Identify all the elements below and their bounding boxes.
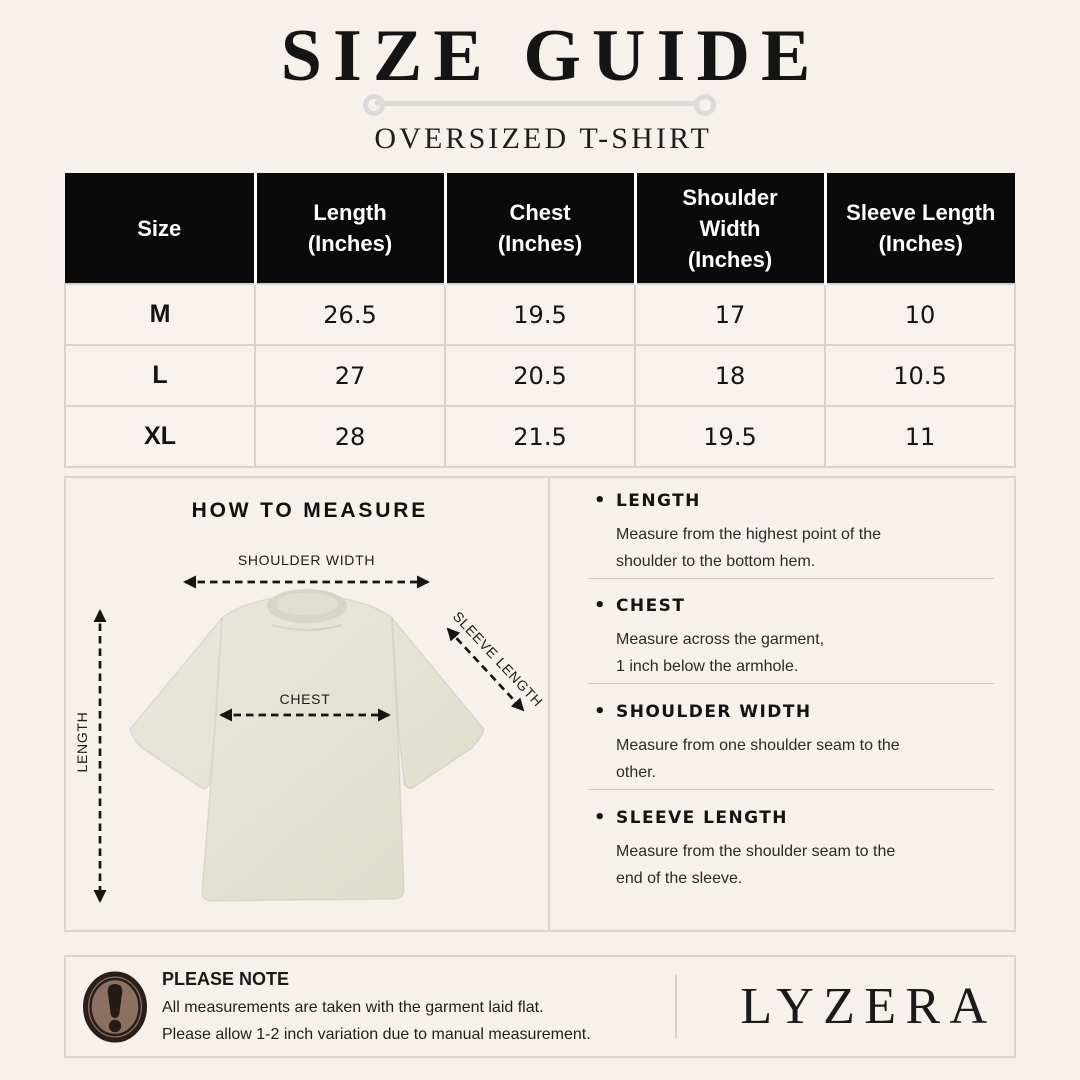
measure-diagram-panel: HOW TO MEASURE	[66, 478, 548, 930]
instruction-heading: SLEEVE LENGTH	[594, 807, 994, 828]
instruction-text: end of the sleeve.	[616, 870, 743, 887]
table-row-l: L 27 20.5 18 10.5	[64, 344, 1016, 407]
instruction-text: shoulder to the bottom hem.	[616, 553, 816, 570]
shoulder-width-label: SHOULDER WIDTH	[237, 552, 376, 568]
cell-sleeve-length: 10.5	[824, 344, 1016, 407]
cell-size: L	[64, 344, 256, 407]
cell-chest: 19.5	[444, 283, 636, 346]
sleeve-length-arrow	[446, 627, 525, 712]
collar-inner	[276, 592, 338, 616]
page-title: SIZE GUIDE	[280, 15, 822, 97]
exclamation-icon	[83, 971, 147, 1043]
note-heading: PLEASE NOTE	[162, 969, 290, 989]
instruction-shoulder-width: SHOULDER WIDTH Measure from one shoulder…	[588, 684, 994, 790]
chest-label: CHEST	[279, 691, 331, 707]
size-table: Size Length (Inches) Chest (Inches) Should…	[64, 173, 1016, 468]
column-header-chest: Chest (Inches)	[443, 173, 635, 284]
measure-box: HOW TO MEASURE	[64, 476, 1016, 932]
cell-size: XL	[64, 405, 256, 468]
cell-sleeve-length: 11	[824, 405, 1016, 468]
note-vertical-divider	[675, 974, 677, 1038]
cell-chest: 21.5	[444, 405, 636, 468]
instruction-text: Measure across the garment,	[616, 631, 825, 648]
cell-shoulder-width: 17	[634, 283, 826, 346]
instruction-text: 1 inch below the armhole.	[616, 658, 799, 675]
instruction-chest: CHEST Measure across the garment, 1 inch…	[588, 579, 994, 684]
cell-shoulder-width: 19.5	[634, 405, 826, 468]
length-label: LENGTH	[74, 711, 90, 773]
page-subtitle: OVERSIZED T-SHIRT	[374, 122, 712, 155]
instruction-heading: LENGTH	[594, 490, 994, 511]
instruction-heading: CHEST	[594, 595, 994, 616]
cell-chest: 20.5	[444, 344, 636, 407]
column-header-size: Size	[65, 173, 255, 284]
cell-size: M	[64, 283, 256, 346]
column-header-shoulder-width: Shoulder Width (Inches)	[633, 173, 825, 284]
instruction-text: Measure from the shoulder seam to the	[616, 843, 896, 860]
table-row-xl: XL 28 21.5 19.5 11	[64, 405, 1016, 468]
how-to-measure-title: HOW TO MEASURE	[191, 499, 429, 522]
size-table-header: Size Length (Inches) Chest (Inches) Should…	[65, 173, 1015, 284]
note-text-block: PLEASE NOTE All measurements are taken w…	[162, 967, 591, 1048]
note-box: PLEASE NOTE All measurements are taken w…	[64, 955, 1016, 1058]
cell-length: 26.5	[254, 283, 446, 346]
measurement-arrows	[93, 575, 525, 903]
tshirt-measure-diagram	[93, 575, 525, 903]
divider-right-ring	[694, 94, 716, 116]
cell-length: 27	[254, 344, 446, 407]
column-header-length: Length (Inches)	[253, 173, 445, 284]
table-row-m: M 26.5 19.5 17 10	[64, 283, 1016, 346]
instruction-sleeve-length: SLEEVE LENGTH Measure from the shoulder …	[588, 790, 994, 892]
note-line: All measurements are taken with the garm…	[162, 999, 544, 1016]
tshirt-illustration	[129, 589, 485, 902]
instruction-text: Measure from the highest point of the	[616, 526, 882, 543]
cell-sleeve-length: 10	[824, 283, 1016, 346]
instruction-length: LENGTH Measure from the highest point of…	[588, 478, 994, 579]
instruction-heading: SHOULDER WIDTH	[594, 701, 994, 722]
note-line: Please allow 1-2 inch variation due to m…	[162, 1026, 591, 1043]
instruction-text: Measure from one shoulder seam to the	[616, 737, 900, 754]
cell-shoulder-width: 18	[634, 344, 826, 407]
column-header-sleeve-length: Sleeve Length (Inches)	[823, 173, 1015, 284]
measure-instructions-panel: LENGTH Measure from the highest point of…	[548, 478, 1016, 930]
brand-logo: LYZERA	[740, 978, 997, 1035]
title-divider-line	[375, 101, 705, 106]
instruction-text: other.	[616, 764, 657, 781]
cell-length: 28	[254, 405, 446, 468]
